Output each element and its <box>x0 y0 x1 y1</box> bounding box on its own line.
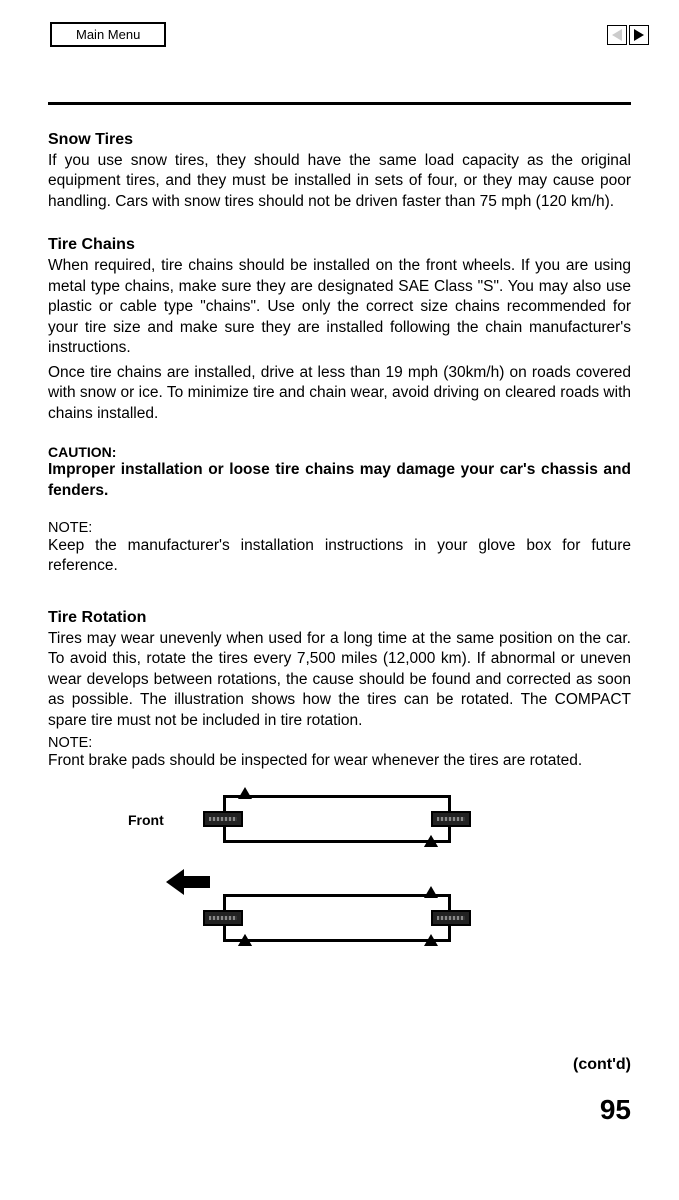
note1-text: Keep the manufacturer's installation ins… <box>48 536 631 577</box>
prev-page-button[interactable] <box>607 25 627 45</box>
rotation-path-top <box>223 795 451 843</box>
rotation-path-bottom <box>223 894 451 942</box>
note2-label: NOTE: <box>48 735 631 751</box>
body-tire-chains-1: When required, tire chains should be ins… <box>48 256 631 358</box>
nav-arrows <box>607 25 649 45</box>
rotation-arrow-icon <box>424 934 438 946</box>
next-page-button[interactable] <box>629 25 649 45</box>
arrow-right-icon <box>634 29 644 41</box>
tire-front-right-icon <box>203 910 243 926</box>
arrow-left-icon <box>612 29 622 41</box>
rotation-arrow-icon <box>424 886 438 898</box>
rotation-arrow-icon <box>424 835 438 847</box>
main-menu-label: Main Menu <box>76 27 140 42</box>
body-tire-chains-2: Once tire chains are installed, drive at… <box>48 363 631 424</box>
caution-text: Improper installation or loose tire chai… <box>48 460 631 502</box>
rotation-arrow-icon <box>238 934 252 946</box>
rotation-arrow-icon <box>238 787 252 799</box>
tire-rear-right-icon <box>431 910 471 926</box>
note1-label: NOTE: <box>48 520 631 536</box>
tire-rotation-diagram: Front <box>48 789 631 989</box>
tire-rear-left-icon <box>431 811 471 827</box>
contd-label: (cont'd) <box>573 1056 631 1074</box>
main-menu-button[interactable]: Main Menu <box>50 22 166 47</box>
forward-direction-arrow-icon <box>166 869 210 895</box>
divider <box>48 102 631 105</box>
body-snow-tires: If you use snow tires, they should have … <box>48 151 631 212</box>
top-bar: Main Menu <box>50 22 649 47</box>
tire-front-left-icon <box>203 811 243 827</box>
body-tire-rotation: Tires may wear unevenly when used for a … <box>48 629 631 731</box>
diagram-front-label: Front <box>128 812 164 828</box>
page-number: 95 <box>600 1094 631 1126</box>
heading-tire-chains: Tire Chains <box>48 236 631 254</box>
page-content: Snow Tires If you use snow tires, they s… <box>48 102 631 989</box>
note2-text: Front brake pads should be inspected for… <box>48 751 631 771</box>
heading-tire-rotation: Tire Rotation <box>48 609 631 627</box>
caution-label: CAUTION: <box>48 444 631 460</box>
heading-snow-tires: Snow Tires <box>48 131 631 149</box>
